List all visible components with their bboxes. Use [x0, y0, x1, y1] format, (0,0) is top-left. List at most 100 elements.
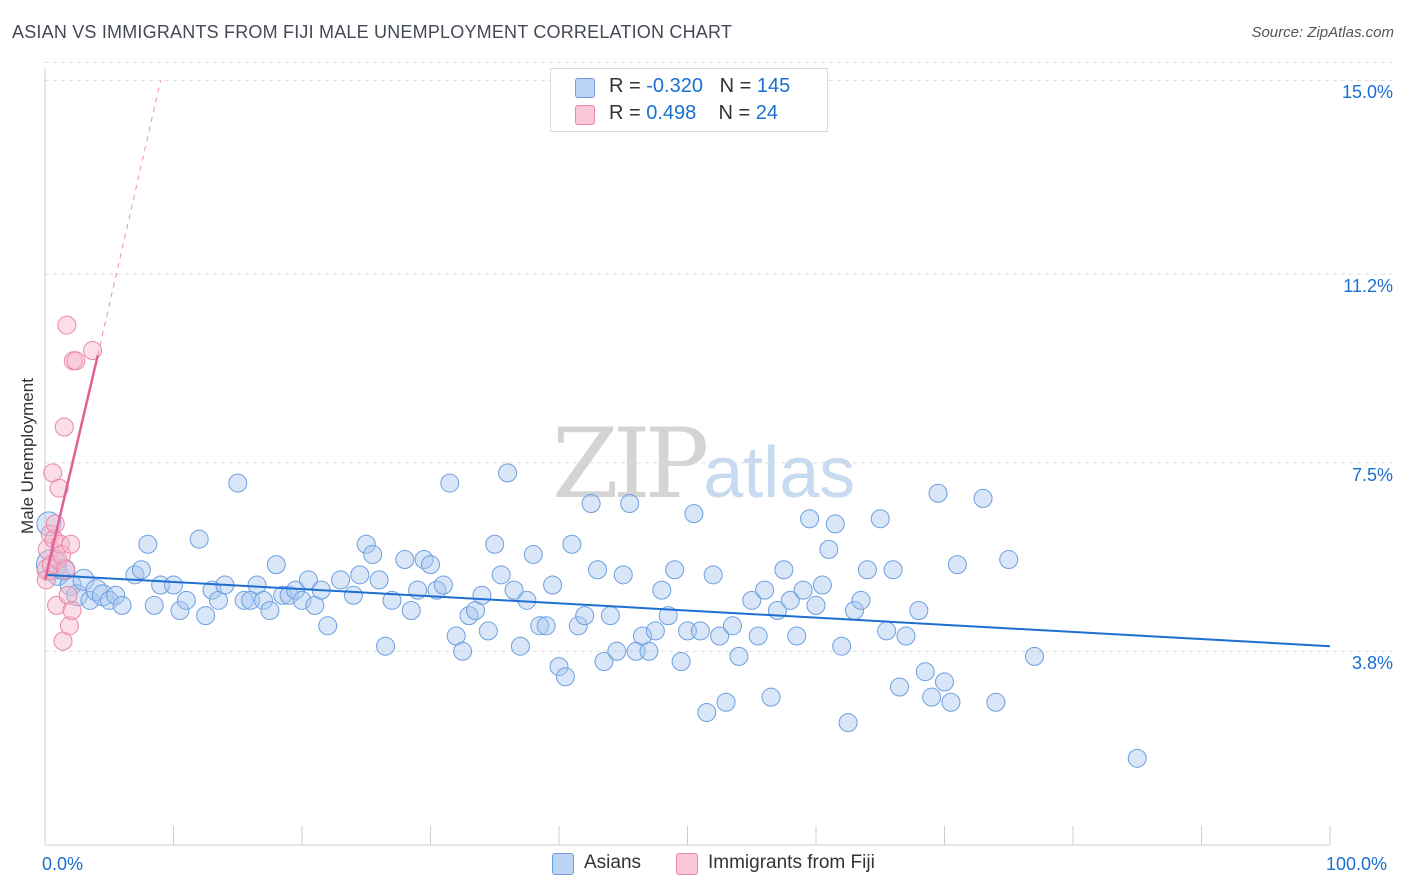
asians-point	[176, 590, 196, 610]
asians-n-label: N =	[719, 75, 757, 97]
asians-point	[697, 702, 717, 722]
watermark-zip: ZIP	[552, 408, 709, 520]
asians-point	[748, 626, 768, 646]
asians-point	[202, 580, 222, 600]
asians-point	[260, 601, 280, 621]
fiji-point	[83, 341, 103, 361]
asians-point	[363, 544, 383, 564]
asians-point	[279, 585, 299, 605]
asians-point	[331, 570, 351, 590]
asians-point	[594, 651, 614, 671]
asians-point	[877, 621, 897, 641]
asians-point	[896, 626, 916, 646]
asians-point	[825, 514, 845, 534]
asians-r-value: -0.320	[646, 75, 703, 97]
chart-title: ASIAN VS IMMIGRANTS FROM FIJI MALE UNEMP…	[12, 22, 733, 42]
asians-point	[414, 550, 434, 570]
asians-point	[164, 575, 183, 595]
asians-point	[645, 621, 665, 641]
asians-point	[941, 692, 961, 712]
trend-layer	[43, 80, 1331, 648]
asians-point	[253, 590, 273, 610]
y-tick-label: 7.5%	[1351, 464, 1393, 485]
fiji-point	[62, 601, 82, 621]
asians-point	[716, 692, 736, 712]
asians-point	[986, 692, 1006, 712]
asians-point	[498, 463, 518, 483]
fiji-point	[59, 616, 79, 636]
fiji-r-label: R =	[609, 102, 647, 124]
asians-point	[395, 550, 415, 570]
y-tick-label: 15.0%	[1341, 82, 1393, 103]
asians-point	[838, 713, 858, 733]
asians-point	[478, 621, 498, 641]
y-tick-label: 3.8%	[1351, 653, 1393, 674]
asians-point	[774, 560, 794, 580]
asians-point	[523, 544, 543, 564]
asians-point	[710, 626, 730, 646]
fiji-point	[57, 315, 77, 335]
asians-point	[1127, 748, 1147, 768]
legend-fiji-label: Immigrants from Fiji	[708, 852, 875, 873]
asians-point	[793, 580, 813, 600]
asians-point	[915, 662, 935, 682]
asians-point	[722, 616, 742, 636]
asians-trend-line	[44, 573, 1331, 648]
asians-point	[806, 595, 826, 615]
asians-point	[440, 473, 460, 493]
asians-point	[600, 606, 620, 626]
asians-point	[196, 606, 216, 626]
asians-point	[433, 575, 453, 595]
stats-legend: R = -0.320 N = 145 R = 0.498 N = 24	[550, 68, 828, 132]
asians-point	[652, 580, 672, 600]
asians-point	[729, 646, 749, 666]
fiji-point	[50, 534, 70, 554]
asians-point	[491, 565, 511, 585]
asians-point	[318, 616, 338, 636]
asians-point	[613, 565, 633, 585]
asians-point	[189, 529, 209, 549]
asians-points	[35, 463, 1147, 768]
asians-point	[909, 601, 929, 621]
asians-point	[928, 483, 948, 503]
asians-point	[588, 560, 608, 580]
asians-point	[530, 616, 550, 636]
asians-point	[607, 641, 627, 661]
asians-point	[228, 473, 248, 493]
asians-point	[350, 565, 370, 585]
asians-point	[639, 641, 659, 661]
asians-point	[800, 509, 820, 529]
asians-point	[99, 590, 119, 610]
asians-point	[131, 560, 151, 580]
asians-point	[703, 565, 723, 585]
fiji-trend-extension	[97, 80, 162, 356]
asians-point	[575, 606, 595, 626]
asians-point	[568, 616, 588, 636]
asians-point	[376, 636, 396, 656]
asians-point	[1024, 646, 1044, 666]
fiji-point	[61, 534, 81, 554]
asians-point	[999, 550, 1019, 570]
asians-point	[536, 616, 556, 636]
asians-point	[883, 560, 903, 580]
asians-point	[369, 570, 389, 590]
asians-point	[234, 590, 254, 610]
asians-point	[453, 641, 473, 661]
asians-point	[343, 585, 363, 605]
asians-point	[671, 651, 691, 671]
legend-fiji-swatch	[676, 853, 698, 875]
asians-swatch	[575, 78, 595, 98]
series-legend: Asians Immigrants from Fiji	[0, 852, 1406, 878]
asians-point	[787, 626, 807, 646]
asians-point	[684, 504, 704, 524]
asians-point	[382, 590, 402, 610]
asians-point	[485, 534, 505, 554]
grid-layer	[45, 61, 1392, 652]
fiji-point	[45, 514, 65, 534]
asians-point	[549, 657, 569, 677]
asians-point	[755, 580, 775, 600]
fiji-swatch	[575, 105, 595, 125]
asians-point	[421, 555, 440, 575]
fiji-point	[58, 585, 78, 605]
